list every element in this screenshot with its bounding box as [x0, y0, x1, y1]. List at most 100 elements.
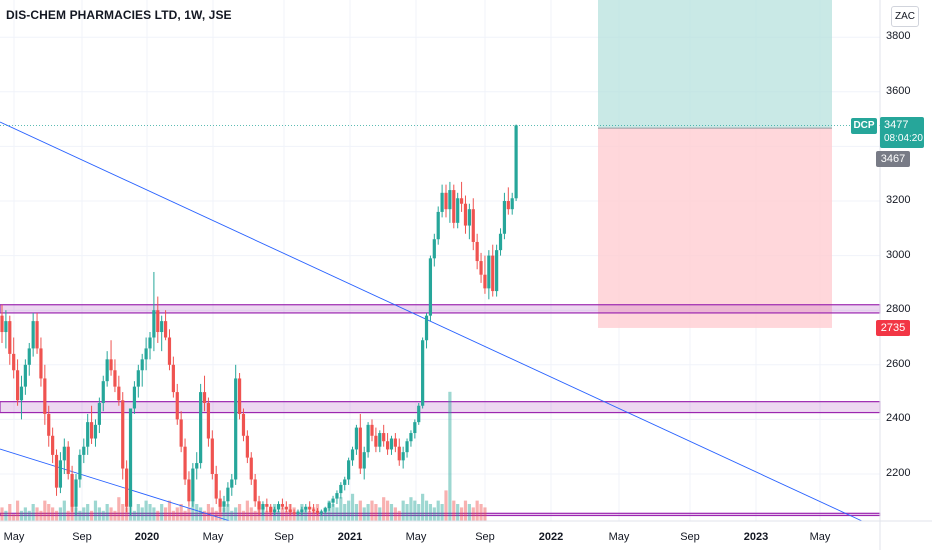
candle-body	[483, 274, 487, 289]
volume-bar	[230, 510, 234, 521]
volume-bar	[167, 500, 172, 521]
volume-bar	[54, 510, 59, 521]
price-tick-label: 2800	[886, 303, 911, 316]
candle-body	[117, 386, 121, 401]
volume-bar	[70, 504, 74, 521]
volume-bar	[171, 510, 175, 521]
volume-bar	[448, 391, 452, 521]
time-tick-label: Sep	[72, 531, 92, 543]
currency-button[interactable]: ZAC	[891, 6, 919, 27]
candle-body	[347, 460, 351, 480]
volume-bar	[389, 504, 394, 521]
volume-bar	[66, 510, 70, 521]
volume-bar	[132, 510, 137, 521]
volume-bar	[15, 500, 20, 521]
time-tick-label: May	[809, 531, 831, 543]
time-tick-label: May	[608, 531, 630, 543]
candle-body	[4, 321, 8, 333]
entry-level-tag: 3467	[876, 151, 910, 167]
trendlines	[0, 121, 863, 522]
volume-bar	[4, 510, 8, 521]
candle-body	[179, 419, 183, 447]
candle-body	[230, 479, 234, 488]
candle-body	[459, 198, 464, 204]
price-tick-label: 2200	[886, 467, 911, 479]
candle-body	[249, 457, 253, 480]
candle-body	[109, 359, 113, 371]
candle-body	[358, 427, 362, 469]
time-tick-label: May	[405, 531, 427, 543]
candle-body	[440, 192, 444, 212]
volume-bar	[308, 510, 312, 521]
candle-body	[31, 321, 35, 349]
candle-body	[452, 190, 456, 223]
candle-body	[19, 386, 24, 401]
candle-body	[498, 233, 503, 251]
stop-zone	[598, 128, 832, 328]
candle-body	[350, 449, 355, 461]
volume-bar	[206, 504, 211, 521]
candle-body	[284, 506, 288, 510]
volume-bar	[483, 507, 487, 521]
volume-bar	[31, 504, 35, 521]
volume-bar	[245, 500, 249, 521]
candle-body	[315, 510, 320, 513]
time-tick-label: Sep	[475, 531, 495, 543]
candle-body	[58, 460, 63, 488]
candle-body	[35, 321, 39, 349]
last-price-value: 3477	[884, 119, 909, 131]
candle-body	[214, 474, 218, 499]
volume-bar	[385, 500, 390, 521]
price-tick-label: 2600	[886, 357, 911, 370]
volume-bar	[284, 510, 288, 521]
volume-bar	[421, 493, 425, 521]
time-tick-label: May	[3, 531, 25, 543]
volume-bar	[471, 507, 475, 521]
candle-body	[206, 403, 211, 439]
candle-body	[101, 381, 105, 404]
price-tick-label: 3800	[886, 30, 911, 43]
volume-bar	[459, 507, 464, 521]
volume-bar	[199, 507, 203, 521]
candle-body	[276, 504, 281, 510]
volume-bar	[382, 497, 386, 521]
symbol-label: DCP	[851, 118, 877, 134]
volume-bar	[401, 500, 405, 521]
candle-body	[89, 422, 94, 439]
volume-bar	[417, 504, 421, 521]
volume-bar	[276, 510, 281, 521]
volume-bar	[97, 507, 101, 521]
candle-body	[280, 504, 285, 507]
volume-bar	[249, 507, 253, 521]
volume-bar	[47, 504, 51, 521]
candle-body	[74, 479, 78, 507]
volume-bar	[43, 500, 47, 521]
volume-bar	[354, 504, 359, 521]
price-tick-label: 3600	[886, 84, 911, 97]
candle-body	[436, 211, 440, 240]
volume-bar	[432, 507, 436, 521]
candle-body	[479, 261, 483, 275]
candle-body	[409, 433, 413, 442]
volume-bar	[214, 510, 218, 521]
lower-trendline	[0, 448, 231, 522]
candle-body	[160, 321, 164, 333]
volume-bar	[187, 507, 191, 521]
volume-bar	[82, 507, 86, 521]
volume-bar	[39, 510, 43, 521]
candle-body	[66, 446, 70, 474]
candle-body	[362, 452, 366, 469]
candle-body	[448, 190, 452, 210]
volume-bar	[109, 507, 113, 521]
time-tick-label: Sep	[274, 531, 294, 543]
candle-body	[140, 359, 144, 371]
volume-bar	[370, 500, 374, 521]
candle-body	[417, 405, 421, 423]
candle-body	[323, 508, 327, 512]
candle-body	[27, 348, 31, 365]
volume-bar	[105, 504, 109, 521]
volume-bar	[27, 510, 31, 521]
candle-body	[385, 441, 390, 450]
candle-body	[491, 255, 495, 292]
